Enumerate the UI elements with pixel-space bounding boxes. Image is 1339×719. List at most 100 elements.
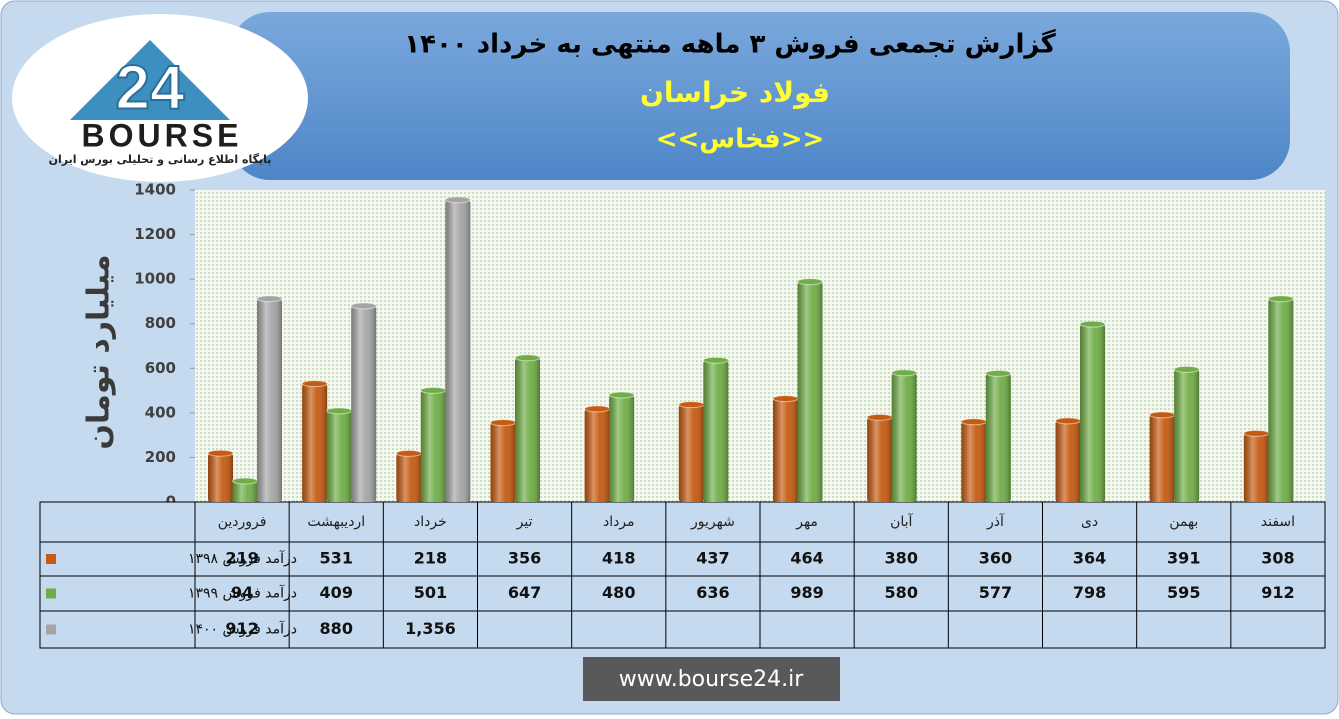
- y-tick-label: 1200: [134, 225, 176, 243]
- bar-cap: [584, 405, 611, 413]
- value-label: 409: [320, 583, 353, 602]
- bar-cap: [1055, 417, 1081, 425]
- logo-text: BOURSE: [82, 117, 243, 153]
- bar-shine: [703, 360, 729, 502]
- y-axis-label: میلیارد تومان: [82, 254, 117, 449]
- bar-shine: [985, 373, 1011, 502]
- value-label: 464: [790, 549, 823, 568]
- bar-shine: [1268, 298, 1294, 502]
- bar-shine: [891, 372, 917, 502]
- header-banner: [230, 12, 1290, 180]
- bar-shine: [1080, 324, 1105, 502]
- bar-shine: [609, 395, 635, 502]
- chart-symbol: <<فخاس>>: [656, 125, 825, 155]
- logo-tagline: پایگاه اطلاع رسانی و تحلیلی بورس ایران: [49, 153, 272, 166]
- value-label: 580: [885, 583, 918, 602]
- bar-cap: [985, 369, 1012, 377]
- bar-shine: [396, 453, 422, 502]
- value-label: 360: [979, 549, 1012, 568]
- value-label: 418: [602, 549, 635, 568]
- y-tick-label: 1000: [134, 270, 176, 288]
- value-label: 308: [1261, 549, 1294, 568]
- bar-shine: [773, 398, 798, 502]
- x-tick-label: اسفند: [1261, 514, 1295, 530]
- bar-shine: [867, 417, 893, 502]
- value-label: 577: [979, 583, 1012, 602]
- legend-swatch: [46, 554, 56, 564]
- bar-shine: [302, 383, 328, 502]
- x-tick-label: شهریور: [690, 514, 735, 530]
- bar-cap: [960, 418, 987, 426]
- legend-label: درآمد فروش ۱۳۹۹: [188, 585, 297, 602]
- bar-shine: [515, 357, 540, 502]
- bar-shine: [1174, 369, 1200, 502]
- bar-shine: [208, 453, 233, 502]
- chart-title: گزارش تجمعی فروش ۳ ماهه منتهی به خرداد ۱…: [404, 29, 1056, 60]
- plot-area: [195, 190, 1325, 502]
- x-tick-label: فروردین: [218, 514, 267, 530]
- logo: 24 BOURSE پایگاه اطلاع رسانی و تحلیلی بو…: [12, 14, 308, 182]
- value-label: 364: [1073, 549, 1106, 568]
- bar-shine: [490, 422, 516, 502]
- value-label: 356: [508, 549, 541, 568]
- legend-label: درآمد فروش ۱۴۰۰: [188, 621, 297, 638]
- bar-cap: [702, 356, 729, 364]
- value-label: 1,356: [405, 619, 456, 638]
- value-label: 219: [225, 549, 258, 568]
- legend-label: درآمد فروش ۱۳۹۸: [188, 550, 297, 567]
- bar-cap: [772, 395, 799, 403]
- y-tick-label: 600: [145, 359, 176, 377]
- bar-cap: [891, 369, 918, 377]
- y-tick-label: 1400: [134, 181, 176, 199]
- bar-shine: [584, 408, 610, 502]
- value-label: 798: [1073, 583, 1106, 602]
- x-tick-label: بهمن: [1169, 514, 1198, 530]
- bar-cap: [326, 407, 353, 415]
- x-tick-label: مهر: [795, 514, 818, 530]
- footer-box: [583, 657, 840, 701]
- bar-shine: [961, 421, 987, 502]
- bar-shine: [797, 281, 823, 502]
- bar-cap: [797, 278, 823, 286]
- bar-shine: [1243, 433, 1269, 502]
- value-label: 595: [1167, 583, 1200, 602]
- bar-cap: [1243, 429, 1270, 437]
- bar-cap: [256, 295, 283, 303]
- bar-cap: [232, 477, 258, 485]
- bar-cap: [301, 380, 328, 388]
- value-label: 880: [320, 619, 353, 638]
- y-tick-label: 800: [145, 314, 176, 332]
- bar-cap: [1173, 365, 1200, 373]
- bar-shine: [257, 298, 282, 502]
- chart-subtitle: فولاد خراسان: [640, 76, 830, 109]
- bar-cap: [608, 391, 635, 399]
- x-tick-label: آذر: [986, 513, 1005, 530]
- bar-cap: [207, 449, 234, 457]
- bar-cap: [420, 386, 447, 394]
- bar-shine: [445, 199, 471, 502]
- x-tick-label: مرداد: [603, 514, 635, 530]
- value-label: 912: [1261, 583, 1294, 602]
- bar-shine: [351, 305, 377, 502]
- bar-cap: [490, 419, 516, 427]
- table-background: [39, 501, 1326, 649]
- bar-cap: [350, 302, 377, 310]
- value-label: 647: [508, 583, 541, 602]
- x-tick-label: اردیبهشت: [307, 514, 365, 530]
- value-label: 501: [414, 583, 447, 602]
- value-label: 391: [1167, 549, 1200, 568]
- bar-cap: [1267, 295, 1294, 303]
- value-label: 912: [225, 619, 258, 638]
- bar-cap: [395, 449, 422, 457]
- bar-cap: [866, 413, 893, 421]
- bar-shine: [678, 404, 704, 502]
- legend-swatch: [46, 588, 56, 599]
- footer-url: www.bourse24.ir: [619, 667, 804, 692]
- value-label: 636: [696, 583, 729, 602]
- bar-cap: [444, 196, 471, 204]
- x-tick-label: دی: [1081, 514, 1098, 530]
- legend-swatch: [46, 624, 56, 635]
- bar-cap: [514, 354, 541, 362]
- bar-shine: [1149, 414, 1175, 502]
